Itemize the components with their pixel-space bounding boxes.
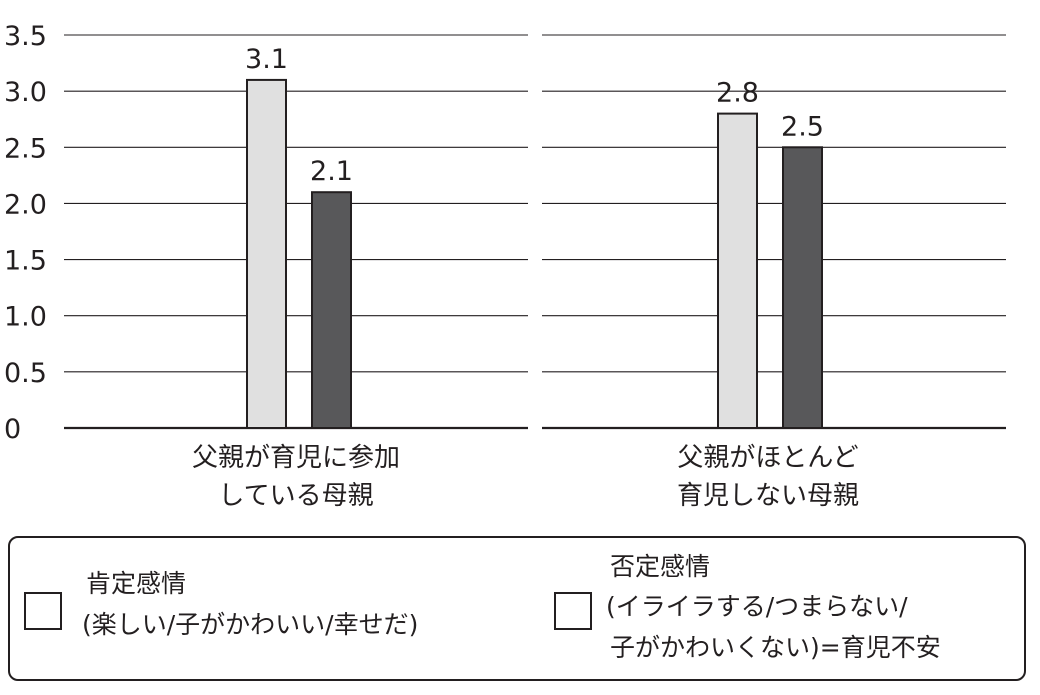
legend-detail-negative-line1: (イライラする/つまらない/ xyxy=(606,592,908,621)
legend: 肯定感情 (楽しい/子がかわいい/幸せだ) 否定感情 (イライラする/つまらない… xyxy=(8,536,1026,681)
y-tick-label: 1.5 xyxy=(4,246,47,277)
y-axis-ticks: 0 0.5 1.0 1.5 2.0 2.5 3.0 3.5 xyxy=(4,21,47,445)
data-label: 2.5 xyxy=(781,111,824,142)
legend-detail-positive: (楽しい/子がかわいい/幸せだ) xyxy=(82,610,419,639)
y-tick-label: 0.5 xyxy=(4,358,47,389)
y-tick-label: 1.0 xyxy=(4,302,47,333)
data-label: 3.1 xyxy=(245,44,288,75)
legend-label-negative: 否定感情 xyxy=(610,552,711,581)
category-label-0-line-1: している母親 xyxy=(218,481,373,511)
category-label-1-line-1: 育児しない母親 xyxy=(677,481,859,511)
bar-positive-0 xyxy=(246,78,287,430)
bars xyxy=(246,78,823,430)
y-tick-label: 2.5 xyxy=(4,133,47,164)
data-labels: 3.1 2.8 2.1 2.5 xyxy=(245,44,824,187)
data-label: 2.1 xyxy=(310,156,353,187)
bar-chart: 0 0.5 1.0 1.5 2.0 2.5 3.0 3.5 3.1 2.8 2.1 2.5 父親が育… xyxy=(4,21,1006,511)
y-tick-label: 2.0 xyxy=(4,189,47,220)
bar-negative-0 xyxy=(311,191,352,429)
data-label: 2.8 xyxy=(716,78,759,109)
y-tick-label: 0 xyxy=(4,414,21,445)
bar-positive-1 xyxy=(717,112,758,429)
gridlines xyxy=(64,34,1006,430)
legend-swatch-positive xyxy=(24,592,62,630)
category-label-1-line-0: 父親がほとんど xyxy=(677,443,858,473)
legend-swatch-negative xyxy=(554,592,592,630)
y-tick-label: 3.5 xyxy=(4,21,47,52)
legend-detail-negative-line2: 子がかわいくない)=育児不安 xyxy=(610,633,941,662)
y-tick-label: 3.0 xyxy=(4,77,47,108)
category-label-0-line-0: 父親が育児に参加 xyxy=(192,443,400,473)
bar-negative-1 xyxy=(782,146,823,430)
legend-label-positive: 肯定感情 xyxy=(86,569,187,598)
